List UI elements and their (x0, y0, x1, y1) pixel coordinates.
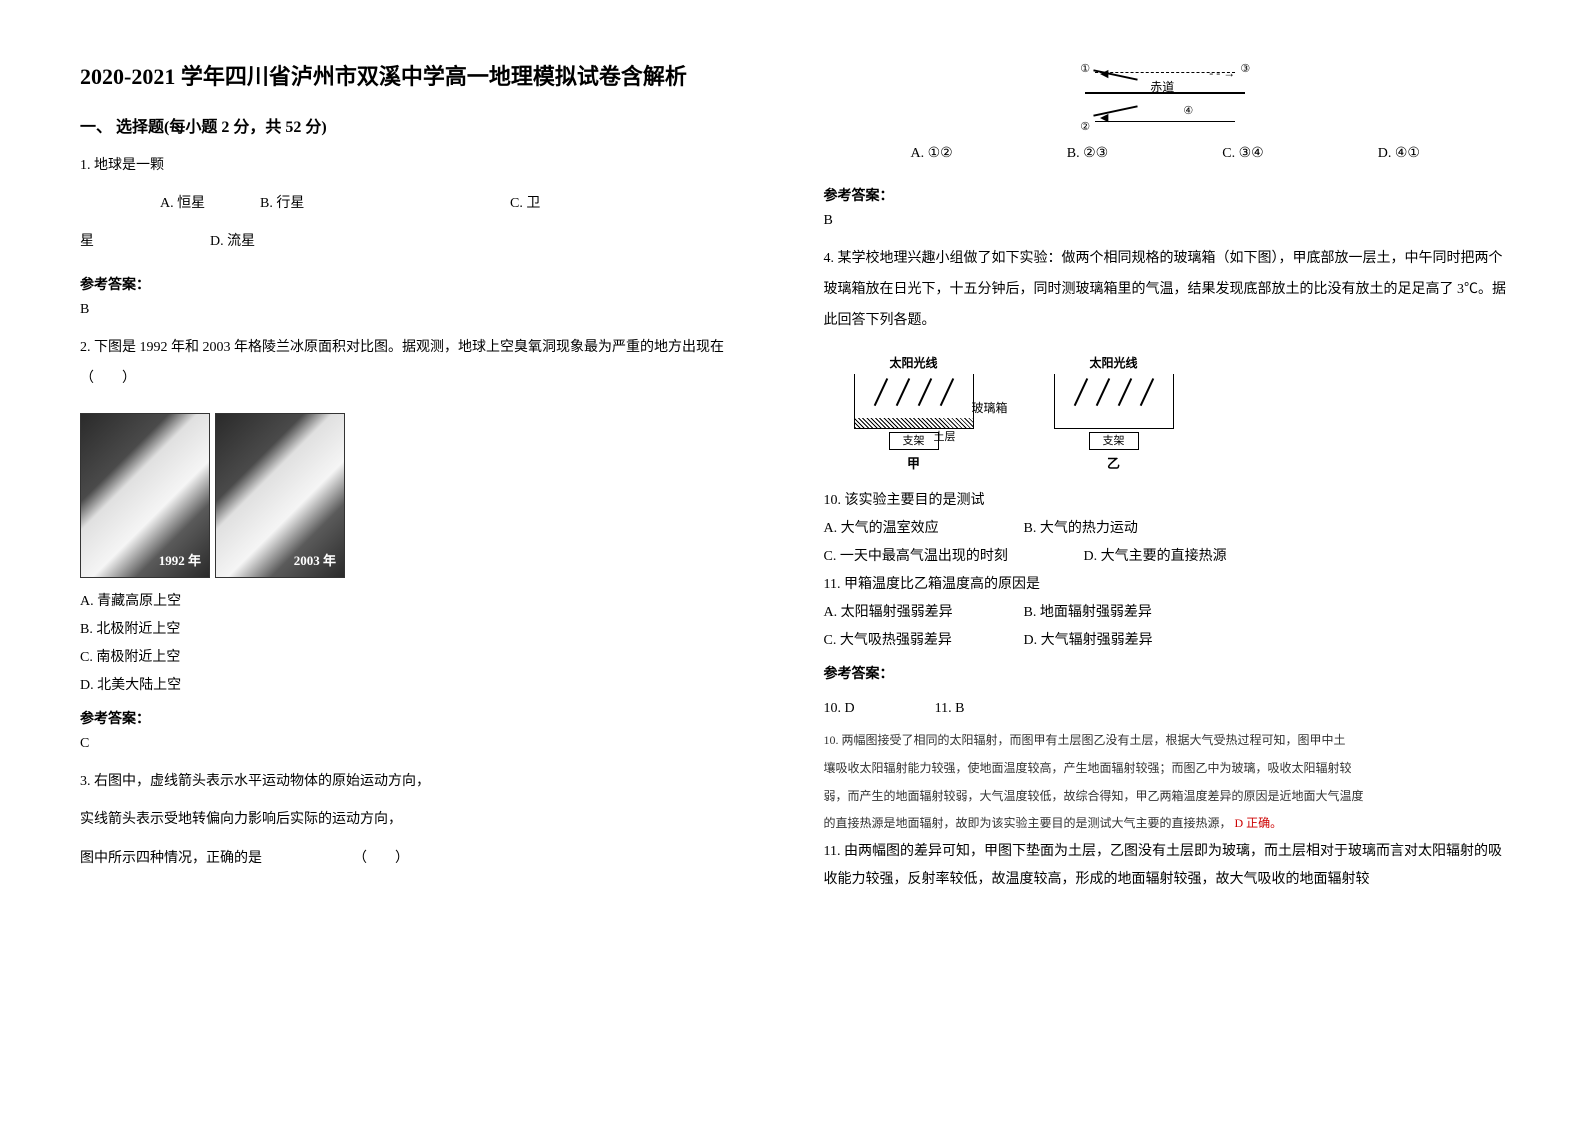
box-name-a: 甲 (844, 453, 984, 472)
q1-opt-c: C. 卫 (510, 190, 610, 218)
greenland-2003: 2003 年 (215, 413, 345, 578)
greenland-images: 1992 年 2003 年 (80, 413, 764, 578)
rays-a (870, 377, 958, 407)
exp-line2: 壤吸收太阳辐射能力较强，使地面温度较高，产生地面辐射较强；而图乙中为玻璃，吸收太… (824, 755, 1508, 783)
box-outline-a: 玻璃箱 (854, 374, 974, 429)
rays-b (1070, 377, 1158, 407)
q11-b: B. 地面辐射强弱差异 (1024, 599, 1152, 627)
section-header: 一、 选择题(每小题 2 分，共 52 分) (80, 113, 764, 137)
exp4-text: 的直接热源是地面辐射，故即为该实验主要目的是测试大气主要的直接热源， (824, 816, 1232, 830)
q1-opt-c-cont: 星 (80, 228, 210, 256)
q10-block: 10. 该实验主要目的是测试 A. 大气的温室效应 B. 大气的热力运动 C. … (824, 487, 1508, 655)
sun-label-b: 太阳光线 (1044, 354, 1184, 371)
solid-line-bottom (1095, 121, 1235, 122)
exp-line1: 10. 两幅图接受了相同的太阳辐射，而图甲有土层图乙没有土层，根据大气受热过程可… (824, 727, 1508, 755)
exp-line5: 11. 由两幅图的差异可知，甲图下垫面为土层，乙图没有土层即为玻璃，而土层相对于… (824, 838, 1508, 894)
q10-c: C. 一天中最高气温出现的时刻 (824, 543, 1084, 571)
circle-2: ② (1080, 120, 1090, 133)
greenland-1992: 1992 年 (80, 413, 210, 578)
q1-text: 1. 地球是一颗 (80, 152, 764, 180)
q2-opt-d: D. 北美大陆上空 (80, 672, 764, 700)
q3-ans-label: 参考答案： (824, 185, 1508, 205)
q11-c: C. 大气吸热强弱差异 (824, 627, 1024, 655)
glass-label: 玻璃箱 (971, 399, 1007, 416)
dash-arrow-tr: - - → (1209, 66, 1235, 81)
soil-layer (855, 418, 973, 428)
q1-opt-b: B. 行星 (260, 190, 510, 218)
circle-4: ④ (1183, 104, 1193, 117)
q10-b: B. 大气的热力运动 (1024, 515, 1138, 543)
q3-opt-c: C. ③④ (1222, 145, 1263, 162)
q2-opt-a: A. 青藏高原上空 (80, 588, 764, 616)
sun-label-a: 太阳光线 (844, 354, 984, 371)
box-name-b: 乙 (1044, 453, 1184, 472)
q11-d: D. 大气辐射强弱差异 (1024, 627, 1153, 655)
stand-b: 支架 (1089, 432, 1139, 450)
stand-a: 支架 (889, 432, 939, 450)
q1-options-row2: 星 D. 流星 (80, 228, 764, 256)
q2-ans: C (80, 736, 764, 752)
circle-3: ③ (1240, 62, 1250, 75)
ans-10: 10. D (824, 701, 855, 717)
ans-11: 11. B (935, 701, 965, 717)
equator-label: 赤道 (1150, 78, 1174, 95)
q11-a: A. 太阳辐射强弱差异 (824, 599, 1024, 627)
q1-ans: B (80, 302, 764, 318)
glass-box-b: 太阳光线 支架 乙 (1044, 354, 1184, 472)
exam-title: 2020-2021 学年四川省泸州市双溪中学高一地理模拟试卷含解析 (80, 60, 764, 93)
q3-text3: 图中所示四种情况，正确的是 （ ） (80, 844, 764, 875)
q1-ans-label: 参考答案： (80, 274, 764, 294)
box-outline-b (1054, 374, 1174, 429)
q3-ans: B (824, 213, 1508, 229)
exp4-red: D 正确。 (1235, 816, 1283, 830)
exp-line4: 的直接热源是地面辐射，故即为该实验主要目的是测试大气主要的直接热源， D 正确。 (824, 810, 1508, 838)
q4-ans-label: 参考答案： (824, 663, 1508, 683)
equator-diagram: 赤道 ① ② ③ ④ ◄ ◄ - - → (1065, 60, 1265, 130)
q10-d: D. 大气主要的直接热源 (1084, 543, 1227, 571)
experiment-diagram: 太阳光线 玻璃箱 支架 土层 甲 太阳光线 支架 乙 (844, 354, 1508, 472)
q2-ans-label: 参考答案： (80, 708, 764, 728)
q3-options: A. ①② B. ②③ C. ③④ D. ④① (824, 145, 1508, 162)
q3-opt-a: A. ①② (911, 145, 953, 162)
q3-opt-d: D. ④① (1378, 145, 1420, 162)
q4-text: 4. 某学校地理兴趣小组做了如下实验：做两个相同规格的玻璃箱（如下图），甲底部放… (824, 244, 1508, 336)
q3-text2: 实线箭头表示受地转偏向力影响后实际的运动方向， (80, 805, 764, 836)
q3-opt-b: B. ②③ (1067, 145, 1108, 162)
q1-options-row1: A. 恒星 B. 行星 C. 卫 (80, 190, 764, 218)
q2-opt-c: C. 南极附近上空 (80, 644, 764, 672)
soil-label: 土层 (934, 428, 956, 444)
q4-answers: 10. D 11. B (824, 701, 1508, 717)
left-column: 2020-2021 学年四川省泸州市双溪中学高一地理模拟试卷含解析 一、 选择题… (80, 60, 764, 1062)
circle-1: ① (1080, 62, 1090, 75)
exp-line3: 弱，而产生的地面辐射较弱，大气温度较低，故综合得知，甲乙两箱温度差异的原因是近地… (824, 783, 1508, 811)
q2-options: A. 青藏高原上空 B. 北极附近上空 C. 南极附近上空 D. 北美大陆上空 (80, 588, 764, 700)
arrow-top-left: ◄ (1097, 67, 1111, 83)
q2-text: 2. 下图是 1992 年和 2003 年格陵兰冰原面积对比图。据观测，地球上空… (80, 333, 764, 395)
q1-opt-a: A. 恒星 (80, 190, 260, 218)
q11-text: 11. 甲箱温度比乙箱温度高的原因是 (824, 571, 1508, 599)
glass-box-a: 太阳光线 玻璃箱 支架 土层 甲 (844, 354, 984, 472)
q1-opt-d: D. 流星 (210, 228, 255, 256)
right-column: 赤道 ① ② ③ ④ ◄ ◄ - - → A. ①② B. ②③ C. ③④ D… (824, 60, 1508, 1062)
q2-opt-b: B. 北极附近上空 (80, 616, 764, 644)
label-2003: 2003 年 (294, 550, 336, 569)
q10-a: A. 大气的温室效应 (824, 515, 1024, 543)
q3-text1: 3. 右图中，虚线箭头表示水平运动物体的原始运动方向， (80, 767, 764, 798)
label-1992: 1992 年 (159, 550, 201, 569)
q10-text: 10. 该实验主要目的是测试 (824, 487, 1508, 515)
